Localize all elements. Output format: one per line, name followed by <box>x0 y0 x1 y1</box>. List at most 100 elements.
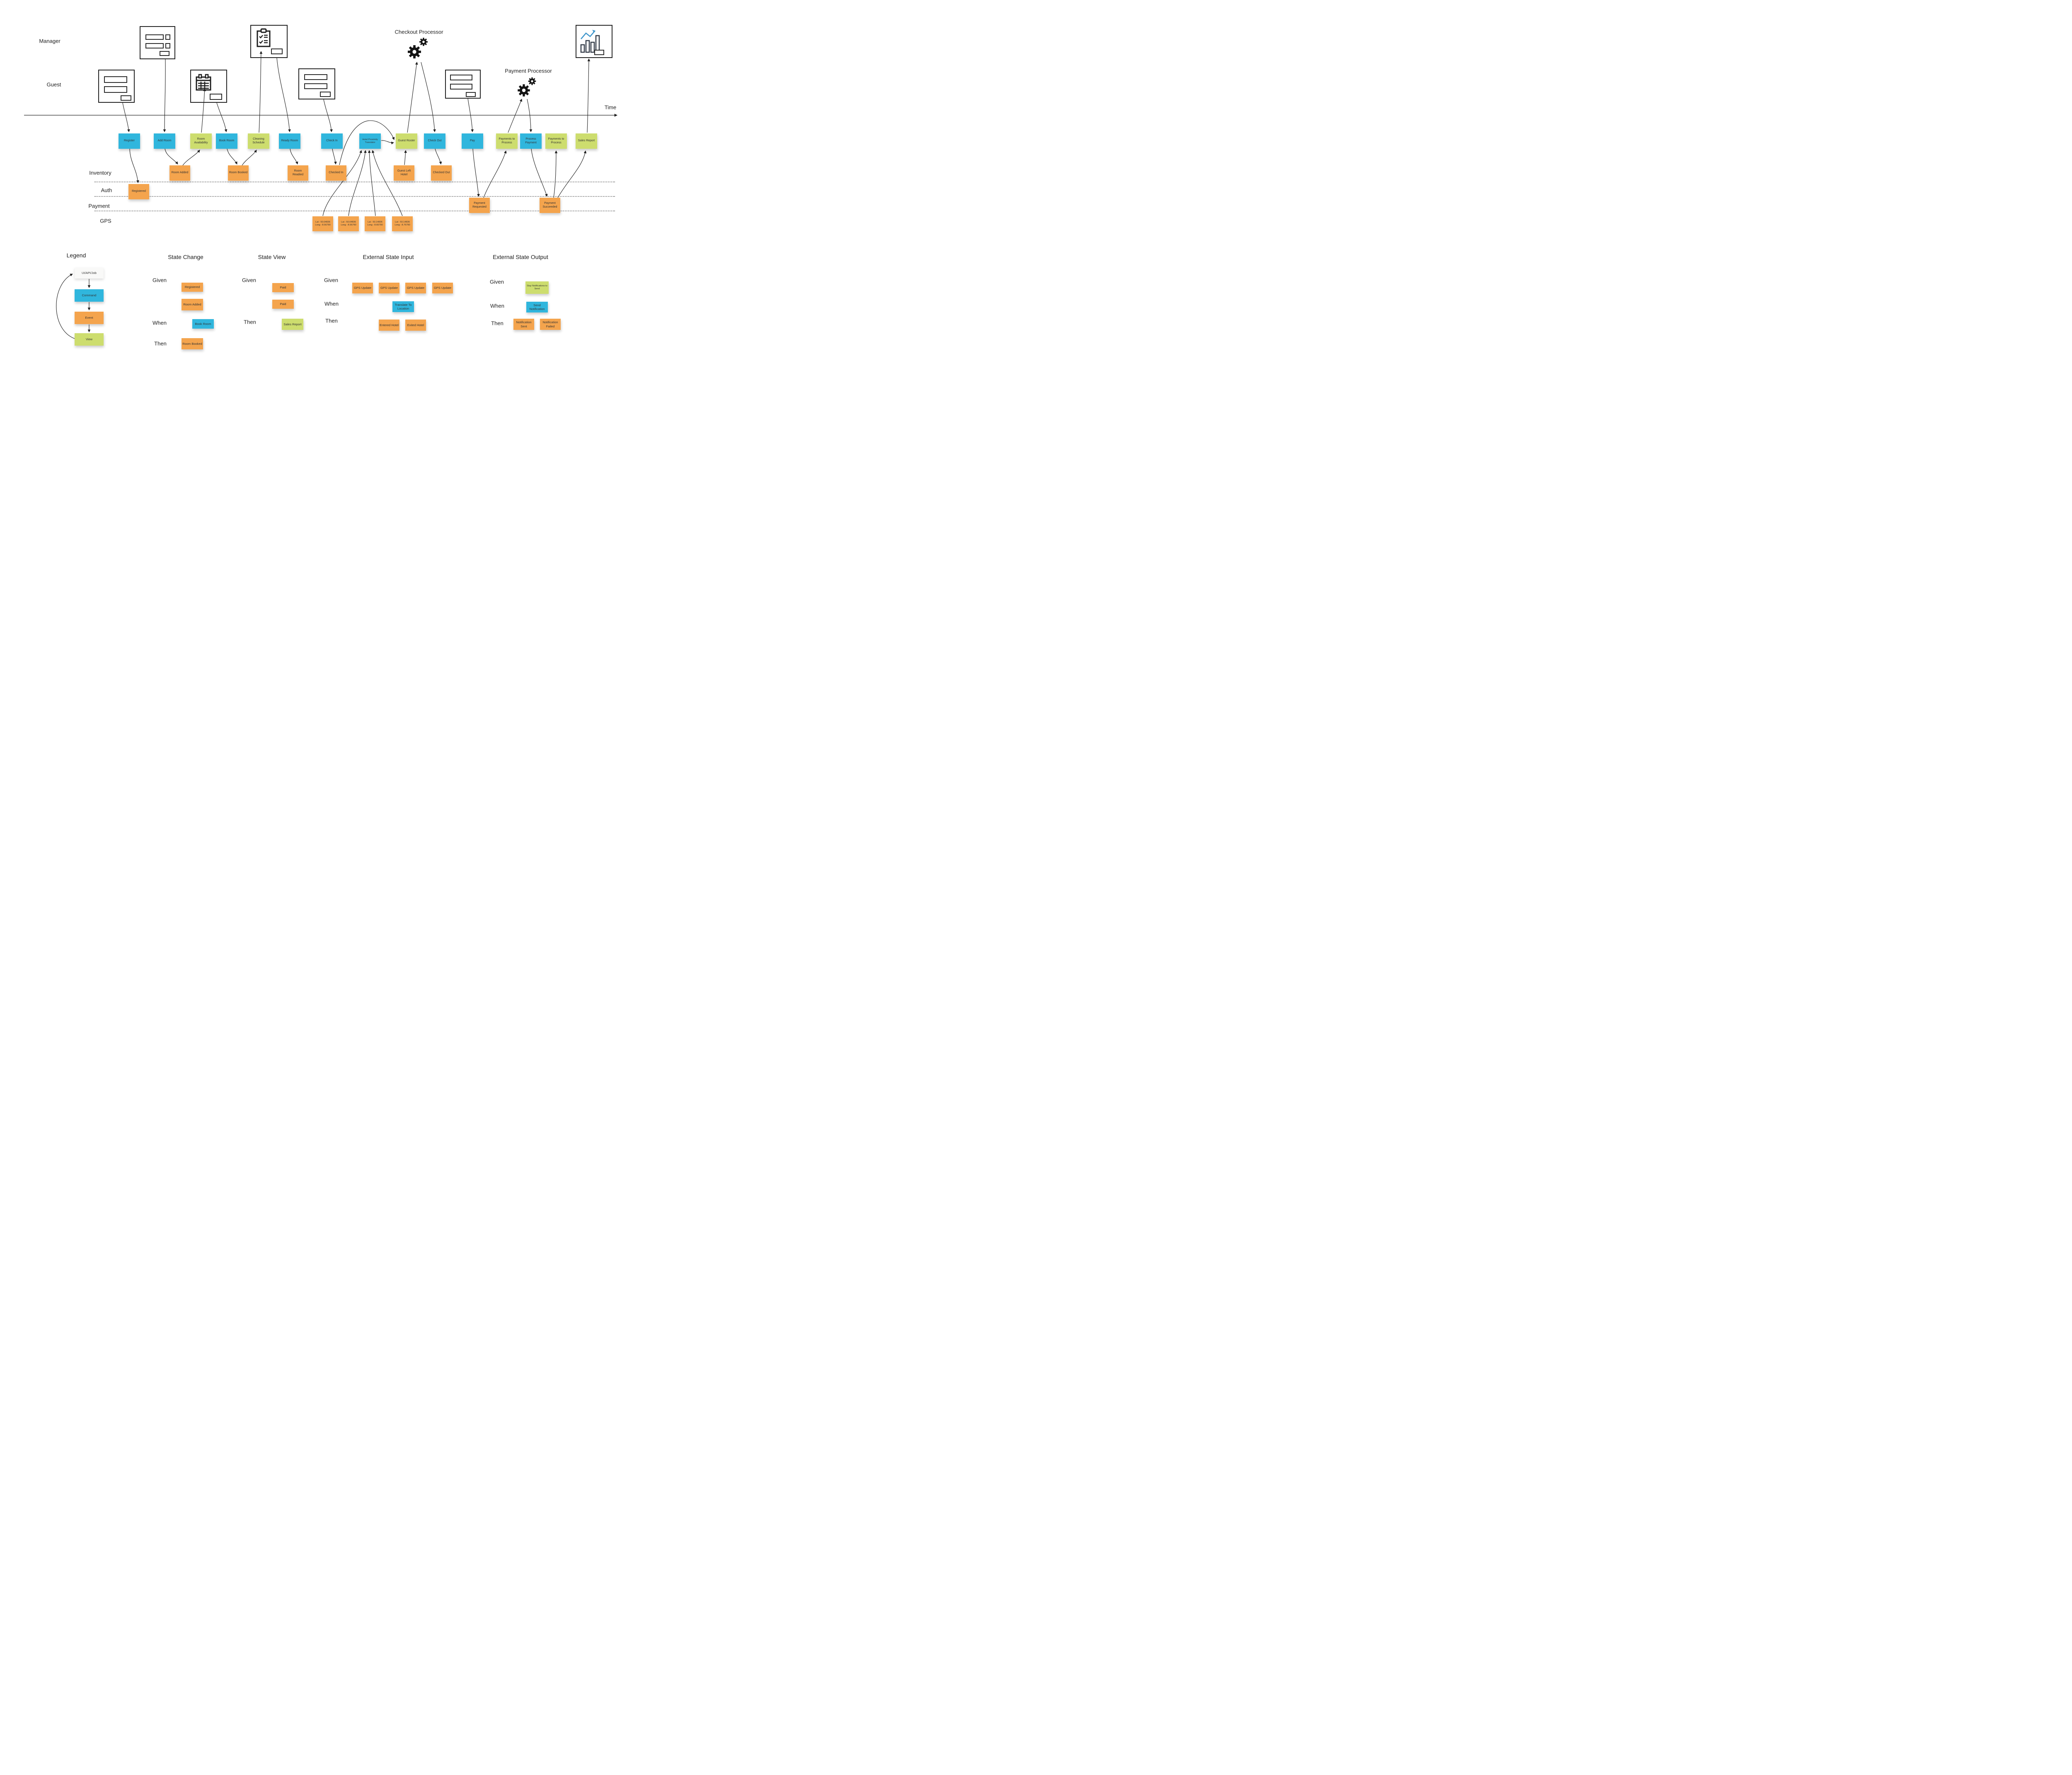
eso-when-send-notification[interactable]: Send Notification <box>526 302 548 312</box>
legend-event[interactable]: Event <box>75 312 104 324</box>
sticky-event-registered[interactable]: Registered <box>128 184 149 199</box>
sticky-event-gps-coords-3[interactable]: Lat : 50.14836 Long : 8.66790 <box>365 216 385 231</box>
checkin-form-wireframe[interactable] <box>298 68 335 99</box>
state-change-given-room-added[interactable]: Room Added <box>182 299 203 310</box>
sticky-event-gps-coords-2[interactable]: Lat : 50.04836 Long : 8.56790 <box>338 216 359 231</box>
form-field-bar <box>104 76 127 83</box>
eso-then-label: Then <box>491 320 503 327</box>
button-placeholder <box>466 92 476 97</box>
form-field-bar <box>304 83 327 89</box>
sticky-view-payments-to-process-2[interactable]: Payments to Process <box>545 133 567 149</box>
sticky-command-pay[interactable]: Pay <box>462 133 483 149</box>
section-title-state-change: State Change <box>168 254 203 260</box>
sticky-event-room-added[interactable]: Room Added <box>169 165 190 181</box>
state-change-when-book-room[interactable]: Book Room <box>192 319 214 329</box>
button-placeholder <box>121 95 131 101</box>
esi-given-gps-update-4[interactable]: GPS Update <box>432 283 453 293</box>
state-change-given-registered[interactable]: Registered <box>182 283 203 292</box>
guest-register-form-wireframe[interactable] <box>98 70 135 103</box>
sticky-view-guest-roster[interactable]: Guest Roster <box>396 133 417 149</box>
checkout-form-wireframe[interactable] <box>445 70 481 99</box>
state-change-then-room-booked[interactable]: Room Booked <box>182 338 203 349</box>
legend-ui-api-job[interactable]: UI/API/Job <box>75 268 104 278</box>
sticky-command-hotel-proximity-translator[interactable]: Hotel Proximity Translator <box>359 133 381 149</box>
clipboard-checklist-icon <box>257 28 271 47</box>
gps-lat: Lat : 50.14836 <box>368 221 382 224</box>
sticky-event-guest-left-hotel[interactable]: Guest Left Hotel <box>394 165 414 181</box>
form-field-bar <box>104 86 127 93</box>
button-placeholder <box>160 51 169 56</box>
esi-when-translate-to-location[interactable]: Translate To Location <box>392 301 414 312</box>
esi-when-label: When <box>324 300 339 307</box>
calendar-icon <box>196 74 211 91</box>
eso-then-notification-failed[interactable]: Notification Failed <box>540 319 561 330</box>
booking-calendar-wireframe[interactable] <box>190 70 227 103</box>
button-placeholder <box>271 48 283 54</box>
lane-separator-auth-payment <box>94 196 615 197</box>
form-field-bar <box>450 75 472 80</box>
sticky-event-checked-in[interactable]: Checked In <box>326 165 346 181</box>
esi-given-gps-update-3[interactable]: GPS Update <box>405 283 426 293</box>
checkout-processor-gears-icon <box>408 38 428 58</box>
sticky-command-process-payment[interactable]: Process Payment <box>520 133 542 149</box>
lane-label-payment: Payment <box>88 203 110 209</box>
sticky-command-ready-room[interactable]: Ready Room <box>279 133 300 149</box>
cleaning-schedule-wireframe[interactable] <box>250 25 288 58</box>
sticky-command-book-room[interactable]: Book Room <box>216 133 237 149</box>
sticky-view-payments-to-process-1[interactable]: Payments to Process <box>496 133 518 149</box>
event-modeling-board: Manager Guest Checkout Processor Payment… <box>0 0 638 373</box>
state-view-given-paid-1[interactable]: Paid <box>272 283 294 292</box>
button-placeholder <box>594 50 604 55</box>
sticky-event-gps-coords-4[interactable]: Lat : 50.14836 Long : 8.76790 <box>392 216 413 231</box>
state-change-when-label: When <box>152 320 167 326</box>
eso-given-label: Given <box>490 278 504 285</box>
form-field-small <box>165 43 170 48</box>
sticky-event-gps-coords-1[interactable]: Lat : 50.04836 Long : 8.56790 <box>312 216 333 231</box>
legend-command[interactable]: Command <box>75 289 104 302</box>
lane-label-gps: GPS <box>100 218 111 224</box>
manager-form-wireframe[interactable] <box>140 26 175 59</box>
sticky-view-room-availability[interactable]: Room Availability <box>190 133 212 149</box>
section-title-external-state-output: External State Output <box>493 254 548 260</box>
gps-long: Long : 8.66790 <box>367 224 383 226</box>
esi-then-entered-hotel[interactable]: Entered Hotel <box>379 320 399 331</box>
gps-long: Long : 8.76790 <box>395 224 410 226</box>
gps-lat: Lat : 50.04836 <box>341 221 356 224</box>
sticky-event-room-readied[interactable]: Room Readied <box>288 165 308 181</box>
section-title-external-state-input: External State Input <box>363 254 414 260</box>
payment-processor-label: Payment Processor <box>505 68 552 74</box>
legend-title: Legend <box>66 252 86 259</box>
esi-given-gps-update-2[interactable]: GPS Update <box>379 283 399 293</box>
sticky-event-payment-requested[interactable]: Payment Requested <box>469 198 490 213</box>
legend-view[interactable]: View <box>75 333 104 346</box>
sticky-view-cleaning-schedule[interactable]: Cleaning Schedule <box>248 133 269 149</box>
sticky-view-sales-report[interactable]: Sales Report <box>576 133 597 149</box>
sticky-event-room-booked[interactable]: Room Booked <box>228 165 249 181</box>
sticky-event-checked-out[interactable]: Checked Out <box>431 165 452 181</box>
state-view-given-paid-2[interactable]: Paid <box>272 300 294 309</box>
sales-report-wireframe[interactable] <box>576 25 612 58</box>
esi-given-gps-update-1[interactable]: GPS Update <box>352 283 373 293</box>
lane-label-auth: Auth <box>101 187 112 194</box>
sticky-command-check-out[interactable]: Check Out <box>424 133 445 149</box>
time-axis-label: Time <box>604 104 617 111</box>
gps-long: Long : 8.56790 <box>341 224 356 226</box>
state-view-then-sales-report[interactable]: Sales Report <box>282 319 303 330</box>
eso-then-notification-sent[interactable]: Notification Sent <box>513 319 534 330</box>
esi-then-label: Then <box>325 317 338 324</box>
checkout-processor-label: Checkout Processor <box>395 29 443 35</box>
sticky-command-register[interactable]: Register <box>119 133 140 149</box>
button-placeholder <box>320 92 331 97</box>
state-change-then-label: Then <box>154 340 167 347</box>
sticky-event-payment-succeeded[interactable]: Payment Succeeded <box>540 198 560 213</box>
esi-given-label: Given <box>324 277 338 283</box>
form-field-bar <box>304 74 327 80</box>
gps-lat: Lat : 50.14836 <box>395 221 410 224</box>
actor-label-guest: Guest <box>46 81 61 88</box>
state-view-given-label: Given <box>242 277 256 283</box>
state-view-then-label: Then <box>244 319 256 325</box>
sticky-command-add-room[interactable]: Add Room <box>154 133 175 149</box>
esi-then-exited-hotel[interactable]: Exited Hotel <box>405 320 426 331</box>
sticky-command-check-in[interactable]: Check In <box>321 133 343 149</box>
eso-given-stay-notifications[interactable]: Stay Notifications to Send <box>525 281 549 294</box>
